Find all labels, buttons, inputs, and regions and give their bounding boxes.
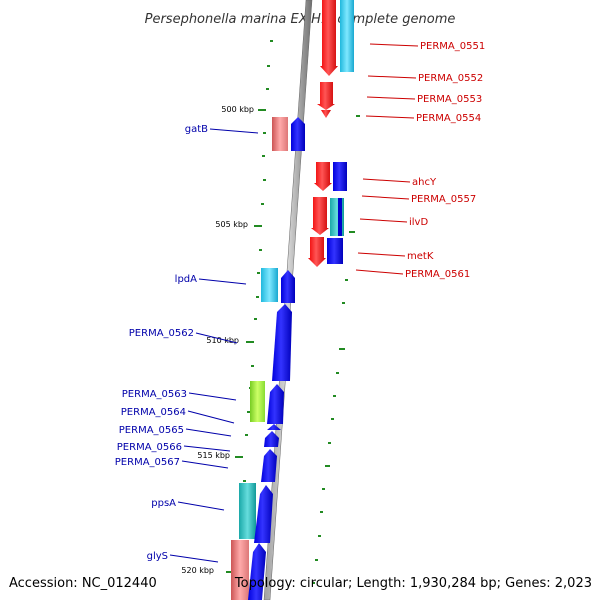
gene-feature-PERMA_0566 (264, 431, 279, 447)
scale-label-520kbp: 520 kbp (181, 566, 214, 575)
topology-text: Topology: circular; Length: 1,930,284 bp… (234, 576, 592, 591)
gene-label-lpdA[interactable]: lpdA (175, 274, 197, 285)
gene-feature-PERMA_0565 (266, 424, 281, 430)
gene-label-PERMA_0551[interactable]: PERMA_0551 (420, 41, 485, 52)
scale-label-505kbp: 505 kbp (215, 220, 248, 229)
gene-feature-PERMA_0553 (317, 82, 335, 110)
right-gene-labels (355, 43, 419, 275)
gene-label-ilvD[interactable]: ilvD (409, 217, 428, 228)
reverse-strand-features (308, 0, 354, 267)
gene-feature-glyS-blue (248, 543, 266, 600)
gene-feature-ppsA-blue (254, 485, 273, 543)
scale-label-510kbp: 510 kbp (206, 336, 239, 345)
gene-feature-PERMA_0564 (267, 384, 284, 424)
gene-feature-gatB (272, 117, 288, 151)
gene-label-gatB[interactable]: gatB (185, 124, 208, 135)
map-title: Persephonella marina EX-H1, complete gen… (145, 12, 456, 27)
gene-label-PERMA_0561[interactable]: PERMA_0561 (405, 269, 470, 280)
gene-feature-PERMA_0552 (320, 0, 338, 76)
gene-feature-lpdA (261, 268, 278, 302)
scale-label-500kbp: 500 kbp (221, 105, 254, 114)
gene-feature-ilvD (311, 197, 329, 235)
gene-label-glyS[interactable]: glyS (147, 551, 168, 562)
gene-label-PERMA_0557[interactable]: PERMA_0557 (411, 194, 476, 205)
gene-label-PERMA_0567[interactable]: PERMA_0567 (115, 457, 180, 468)
accession-text: Accession: NC_012440 (9, 576, 157, 591)
scale-label-515kbp: 515 kbp (197, 451, 230, 460)
gene-label-PERMA_0563[interactable]: PERMA_0563 (122, 389, 187, 400)
right-dot-marks (312, 115, 360, 584)
left-gene-labels (169, 128, 259, 563)
gene-feature-ahcY (314, 162, 332, 191)
gene-feature-ppsA (239, 483, 256, 539)
gene-label-PERMA_0554[interactable]: PERMA_0554 (416, 113, 481, 124)
gene-feature-PERMA_0563 (250, 381, 265, 422)
gene-label-ahcY[interactable]: ahcY (412, 177, 437, 188)
gene-label-ppsA[interactable]: ppsA (151, 498, 176, 509)
gene-label-PERMA_0564[interactable]: PERMA_0564 (121, 407, 186, 418)
gene-label-PERMA_0553[interactable]: PERMA_0553 (417, 94, 482, 105)
gene-label-PERMA_0565[interactable]: PERMA_0565 (119, 425, 184, 436)
gene-label-PERMA_0552[interactable]: PERMA_0552 (418, 73, 483, 84)
gene-label-metK[interactable]: metK (407, 251, 434, 262)
gene-feature-metK (308, 237, 326, 267)
gene-feature-PERMA_0551 (340, 0, 354, 72)
gene-label-PERMA_0562[interactable]: PERMA_0562 (129, 328, 194, 339)
gene-label-PERMA_0566[interactable]: PERMA_0566 (117, 442, 182, 453)
gene-feature-PERMA_0562 (272, 304, 292, 381)
gene-feature-PERMA_0557 (333, 162, 347, 191)
forward-strand-features (231, 117, 305, 600)
gene-feature-PERMA_0561 (327, 238, 343, 264)
gene-feature-lpdA-blue (281, 270, 295, 303)
gene-feature-PERMA_0554 (321, 110, 331, 118)
gene-feature-glyS (231, 540, 249, 600)
gene-feature-gatB-blue (291, 117, 305, 151)
gene-feature-PERMA_0567 (261, 449, 277, 482)
